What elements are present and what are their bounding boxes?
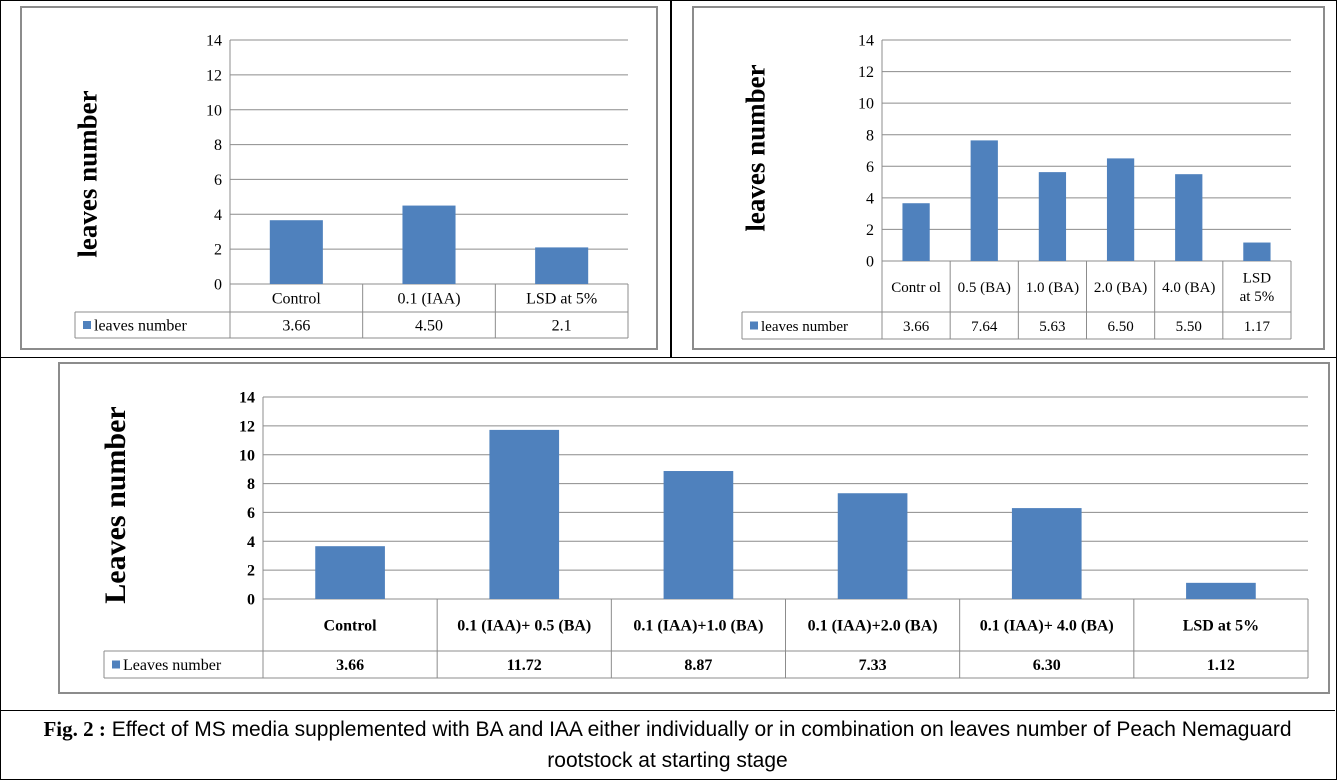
chart-1-y-tick-label: 0 — [214, 277, 222, 294]
chart-3-value-label: 11.72 — [507, 657, 542, 674]
chart-2-y-tick-label: 10 — [858, 96, 874, 113]
chart-2-category-label: 2.0 (BA) — [1094, 280, 1147, 296]
chart-2-category-label: 1.0 (BA) — [1026, 280, 1079, 296]
chart-1-value-label: 4.50 — [415, 318, 443, 335]
chart-1-y-tick-label: 12 — [206, 67, 222, 84]
chart-2-value-label: 1.17 — [1244, 319, 1271, 335]
chart-2-bar — [1106, 158, 1135, 261]
chart-2-bar — [902, 203, 930, 261]
chart-2-bar — [1038, 172, 1067, 261]
chart-2-y-tick-label: 12 — [858, 64, 874, 81]
chart-1-category-label: LSD at 5% — [526, 291, 597, 308]
chart-3-category-label: 0.1 (IAA)+1.0 (BA) — [633, 618, 763, 635]
chart-3-value-label: 1.12 — [1207, 657, 1235, 674]
chart-3-y-tick-label: 10 — [239, 447, 255, 464]
chart-1-bar — [269, 220, 323, 284]
chart-1-category-label: 0.1 (IAA) — [397, 291, 460, 308]
chart-3-category-label: 0.1 (IAA)+ 0.5 (BA) — [457, 618, 591, 635]
chart-3-bar — [1186, 582, 1256, 599]
chart-2-value-label: 7.64 — [971, 319, 998, 335]
chart-2-bar — [1243, 242, 1271, 261]
chart-2-value-label: 5.63 — [1039, 319, 1065, 335]
figure-caption: Fig. 2 : Effect of MS media supplemented… — [0, 710, 1335, 782]
chart-1-value-label: 3.66 — [282, 318, 310, 335]
chart-1-legend-swatch — [83, 321, 91, 329]
chart-1-y-tick-label: 8 — [214, 137, 222, 154]
chart-3-y-tick-label: 8 — [247, 476, 255, 493]
chart-2-svg: 0 2 4 6 8 10 12 14 Contr ol 3.66 0.5 (BA) 7.64 1.0 (… — [741, 33, 1292, 340]
caption-label: Fig. 2 : — [43, 717, 106, 741]
chart-3-category-label: Control — [324, 618, 378, 635]
chart-3-y-tick-label: 2 — [247, 563, 255, 580]
chart-3-y-tick-label: 6 — [247, 505, 255, 522]
chart-3-category-label: 0.1 (IAA)+ 4.0 (BA) — [980, 618, 1114, 635]
chart-2-y-tick-label: 2 — [866, 222, 874, 239]
chart-1-y-tick-label: 4 — [214, 207, 222, 224]
chart-2-category-label: Contr ol — [891, 280, 941, 296]
chart-3-svg: 0 2 4 6 8 10 12 14 Control 3.66 0.1 (IAA)+ 0.5 (BA… — [103, 390, 1309, 679]
chart-2-value-label: 6.50 — [1107, 319, 1133, 335]
chart-2-y-tick-label: 4 — [866, 190, 874, 207]
chart-2-legend-swatch — [750, 321, 758, 330]
chart-3-legend-swatch — [112, 660, 120, 669]
chart-2-value-label: 3.66 — [903, 319, 930, 335]
chart-1-category-label: Control — [272, 291, 321, 308]
chart-3-value-label: 7.33 — [859, 657, 887, 674]
chart-1-y-tick-label: 6 — [214, 172, 222, 189]
caption-text: Effect of MS media supplemented with BA … — [105, 718, 1292, 772]
chart-2-legend-label: leaves number — [761, 319, 848, 335]
chart-3-legend-label: Leaves number — [123, 657, 222, 674]
chart-3-bar — [663, 471, 734, 599]
chart-panel-2: leaves number 0 2 4 6 8 10 12 14 Contr ol 3.66 0.5… — [692, 6, 1325, 350]
chart-2-category-label: at 5% — [1240, 289, 1275, 305]
chart-2-y-tick-label: 0 — [866, 254, 874, 271]
chart-3-bar — [837, 493, 908, 599]
chart-2-bar — [970, 140, 998, 261]
chart-1-y-tick-label: 10 — [206, 102, 222, 119]
chart-panel-1: leaves number 0 2 4 6 8 10 12 14 Control 3.66 0.1 … — [20, 6, 658, 350]
chart-3-y-tick-label: 14 — [239, 390, 255, 407]
chart-3-category-label: 0.1 (IAA)+2.0 (BA) — [808, 618, 938, 635]
chart-3-bar — [489, 429, 560, 599]
chart-3-y-tick-label: 12 — [239, 418, 255, 435]
chart-2-category-label: 0.5 (BA) — [958, 280, 1011, 296]
chart-1-y-tick-label: 2 — [214, 242, 222, 259]
chart-2-y-tick-label: 6 — [866, 159, 874, 176]
chart-2-y-tick-label: 14 — [858, 33, 874, 50]
chart-2-category-label: LSD — [1243, 270, 1272, 286]
chart-2-bar — [1175, 174, 1203, 261]
chart-3-bar — [315, 546, 385, 599]
chart-2-value-label: 5.50 — [1176, 319, 1202, 335]
chart-3-y-tick-label: 4 — [247, 534, 255, 551]
chart-3-y-tick-label: 0 — [247, 592, 255, 609]
chart-1-svg: 0 2 4 6 8 10 12 14 Control 3.66 0.1 (IAA) 4.50 LSD a… — [74, 33, 629, 339]
top-left-cell — [0, 0, 672, 358]
chart-3-value-label: 8.87 — [684, 657, 712, 674]
chart-1-legend-label: leaves number — [94, 318, 188, 335]
chart-1-y-tick-label: 14 — [206, 33, 222, 50]
chart-3-value-label: 3.66 — [336, 657, 364, 674]
chart-1-bar — [535, 247, 589, 284]
chart-2-y-tick-label: 8 — [866, 127, 874, 144]
chart-2-category-label: 4.0 (BA) — [1162, 280, 1215, 296]
chart-panel-3: Leaves number 0 2 4 6 8 10 12 14 Control 3.66 0.1 … — [58, 362, 1330, 694]
chart-1-value-label: 2.1 — [552, 318, 572, 335]
chart-3-bar — [1011, 508, 1082, 599]
chart-3-category-label: LSD at 5% — [1183, 618, 1259, 635]
chart-3-value-label: 6.30 — [1033, 657, 1061, 674]
chart-1-bar — [402, 205, 456, 284]
